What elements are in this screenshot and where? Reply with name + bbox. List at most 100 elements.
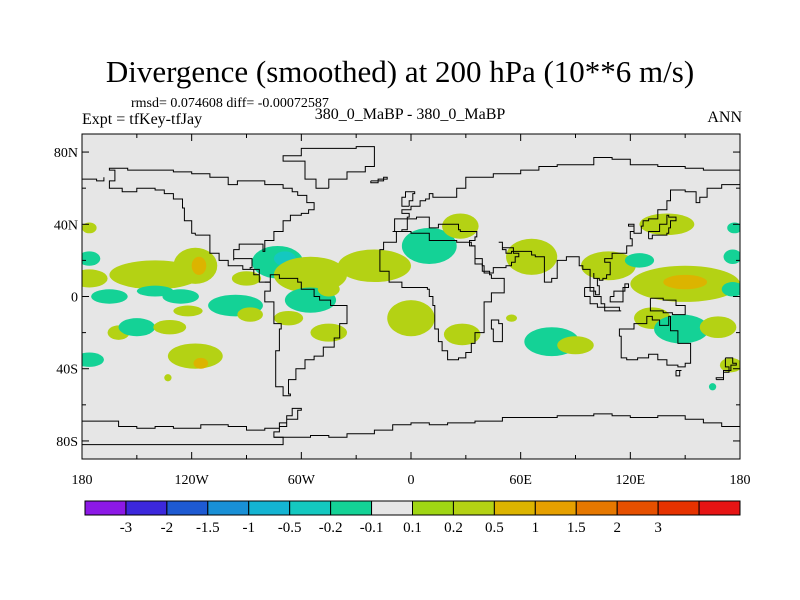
x-tick-label-6: 180 [730,473,751,488]
colorbar-swatch-6 [330,500,373,516]
coastline-14 [649,297,686,316]
x-tick-label-1: 120W [175,473,210,488]
coastline-3 [490,319,503,343]
divergence-blob-31 [506,238,558,275]
divergence-blob-25 [317,282,340,297]
divergence-blob-30 [443,323,481,346]
colorbar-swatch-4 [248,500,291,516]
x-tick-label-3: 0 [408,473,415,488]
colorbar-label-1: -2 [161,520,174,536]
colorbar-swatch-11 [534,500,577,516]
axes-layer: 180 120W 60W 0 60E 120E 180 80N 40N 0 40S 80S [54,134,751,488]
coastline-6 [392,157,740,232]
divergence-blob-18 [273,310,304,326]
divergence-blob-0 [82,222,97,234]
divergence-blob-47 [164,374,172,382]
coastline-1 [273,413,740,438]
divergence-blob-3 [91,289,128,304]
coastline-9 [401,191,416,207]
colorbar-swatch-9 [452,500,495,516]
coastline-10 [648,214,677,240]
divergence-blob-26 [337,249,412,283]
coastline-4 [264,274,348,397]
colorbar-swatch-2 [166,500,209,516]
colorbar-label-7: 0.1 [403,520,422,536]
rmsd-diff-stats: rmsd= 0.074608 diff= -0.00072587 [131,96,329,111]
divergence-blob-28 [442,213,479,239]
colorbar-swatch-12 [575,500,618,516]
colorbar-label-4: -0.5 [278,520,302,536]
coastline-layer [82,146,740,446]
divergence-blob-24 [310,323,348,342]
coastline-15 [618,315,692,368]
divergence-blob-41 [699,316,737,339]
coastline-17 [724,357,737,371]
colorbar-label-13: 3 [654,520,662,536]
divergence-blob-1 [82,269,108,288]
divergence-blob-48 [708,383,717,391]
colorbar-label-6: -0.1 [360,520,384,536]
x-tick-label-2: 60W [288,473,316,488]
colorbar-label-12: 2 [613,520,621,536]
colorbar-label-8: 0.2 [444,520,463,536]
y-tick-label-2: 0 [71,291,78,306]
colorbar-swatch-14 [657,500,700,516]
divergence-blob-13 [193,357,209,369]
coastline-12 [604,306,622,312]
coastline-18 [715,370,730,381]
chart-title: Divergence (smoothed) at 200 hPa (10**6 … [105,54,695,89]
divergence-blob-43 [723,249,740,264]
colorbar-swatch-3 [207,500,250,516]
divergence-blob-44 [721,282,740,297]
x-tick-label-0: 180 [72,473,93,488]
experiment-label: Expt = tfKey-tfJay [82,111,203,128]
colorbar: -3 -2 -1.5 -1 -0.5 -0.2 -0.1 0.1 0.2 0.5 1 1.5 2 3 [84,500,741,536]
y-tick-label-1: 40N [54,218,78,233]
divergence-blob-19 [231,271,262,286]
colorbar-label-11: 1.5 [567,520,586,536]
y-tick-label-0: 80N [54,146,78,161]
divergence-blob-33 [557,336,594,355]
divergence-blob-2 [82,251,101,266]
coastline-16 [675,370,682,377]
y-tick-label-4: 80S [56,435,78,450]
colorbar-swatch-1 [125,500,168,516]
colorbar-label-0: -3 [120,520,133,536]
colorbar-swatch-7 [371,500,413,516]
colorbar-label-10: 1 [532,520,540,536]
divergence-blob-17 [153,319,187,335]
divergence-blob-12 [167,343,223,369]
colorbar-label-2: -1.5 [196,520,220,536]
case-comparison-label: 380_0_MaBP - 380_0_MaBP [314,106,506,123]
divergence-blob-40 [654,314,709,344]
divergence-blob-11 [237,307,263,322]
coastline-8 [392,184,740,296]
divergence-blob-16 [118,318,156,337]
divergence-blob-38 [663,274,708,290]
colorbar-swatch-0 [84,500,127,516]
divergence-blob-8 [162,289,199,304]
colorbar-swatch-10 [493,500,536,516]
season-label: ANN [707,109,742,126]
colorbar-label-9: 0.5 [485,520,504,536]
coastline-5 [108,167,315,283]
divergence-blob-45 [727,222,740,234]
colorbar-swatch-5 [289,500,332,516]
divergence-contour-fills [82,213,740,391]
coastline-20 [282,146,375,189]
divergence-blob-29 [387,300,435,337]
coastline-19 [370,176,388,184]
divergence-blob-27 [401,227,457,264]
colorbar-swatch-13 [616,500,659,516]
divergence-blob-6 [191,256,207,275]
x-tick-label-4: 60E [509,473,532,488]
colorbar-label-5: -0.2 [319,520,343,536]
colorbar-swatch-15 [698,500,741,516]
coastline-7 [82,177,105,182]
y-tick-label-3: 40S [56,363,78,378]
divergence-blob-34 [580,251,636,281]
divergence-blob-14 [82,352,104,367]
colorbar-label-3: -1 [243,520,256,536]
coastline-0 [82,407,302,446]
